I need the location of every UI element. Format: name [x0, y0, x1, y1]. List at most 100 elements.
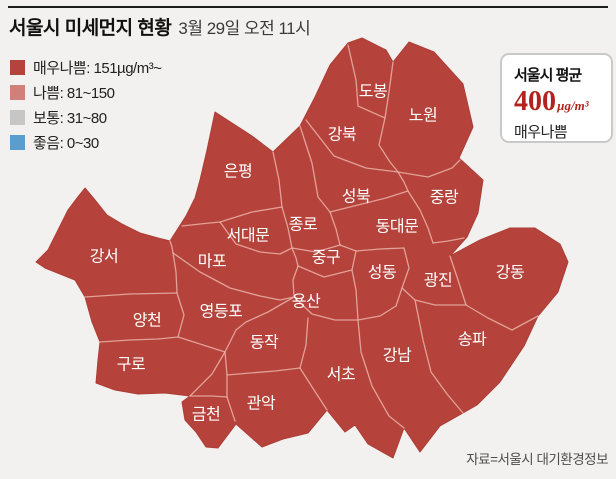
district-label-6: 중랑 — [430, 189, 459, 207]
district-border-line — [99, 336, 179, 343]
district-label-8: 동대문 — [376, 218, 419, 236]
legend-item: 매우나쁨: 151µg/m³~ — [10, 55, 162, 80]
district-border-line — [224, 351, 228, 398]
district-border-line — [189, 395, 228, 398]
district-label-10: 마포 — [198, 253, 226, 271]
average-value-unit: µg/m³ — [557, 98, 589, 113]
legend-swatch — [10, 135, 25, 150]
district-border-line — [347, 44, 386, 119]
district-border-line — [378, 117, 399, 173]
legend-item: 보통: 31~80 — [10, 105, 161, 130]
district-label-13: 광진 — [424, 272, 452, 290]
district-border-line — [329, 211, 341, 246]
district-label-2: 노원 — [409, 107, 437, 125]
district-border-line — [407, 190, 434, 244]
district-border-line — [401, 287, 467, 306]
district-border-line — [177, 336, 226, 353]
district-borders — [84, 44, 539, 429]
district-border-line — [299, 317, 309, 369]
average-value: 400 — [514, 86, 556, 117]
district-border-line — [219, 221, 293, 255]
district-label-14: 강동 — [496, 264, 524, 282]
district-label-12: 성동 — [368, 264, 396, 282]
district-label-9: 서대문 — [227, 227, 270, 245]
district-border-line — [351, 269, 359, 321]
district-border-line — [224, 296, 295, 353]
district-border-line — [329, 190, 409, 213]
district-border-line — [305, 119, 399, 173]
district-label-15: 강서 — [90, 248, 118, 266]
district-border-line — [397, 171, 409, 192]
district-border-line — [401, 247, 410, 289]
district-border-line — [181, 221, 221, 227]
average-box-title: 서울시 평균 — [514, 67, 582, 84]
district-border-line — [281, 206, 293, 249]
district-border-line — [357, 287, 403, 321]
top-rule — [8, 6, 608, 8]
district-border-line — [172, 252, 295, 301]
average-value-row: 400µg/m³ — [514, 88, 605, 116]
source-credit: 자료=서울시 대기환경정보 — [466, 452, 608, 467]
district-label-19: 구로 — [117, 357, 145, 374]
district-border-line — [339, 244, 357, 252]
district-label-5: 성북 — [342, 188, 370, 206]
district-border-line — [189, 351, 226, 397]
district-border-line — [355, 247, 405, 252]
legend-item-label: 좋음: 0~30 — [33, 135, 99, 152]
district-label-11: 중구 — [312, 250, 340, 267]
average-box: 서울시 평균 400µg/m³ 매우나쁨 — [500, 53, 613, 143]
district-border-line — [299, 125, 331, 213]
legend-swatch — [10, 85, 25, 100]
legend-item-label: 나쁨: 81~150 — [33, 85, 115, 102]
district-label-18: 용산 — [292, 293, 321, 311]
legend-item: 좋음: 0~30 — [10, 130, 161, 155]
district-border-line — [291, 247, 299, 267]
district-label-21: 서초 — [327, 366, 355, 384]
legend-item-label: 보통: 31~80 — [33, 110, 107, 127]
average-status-label: 매우나쁨 — [514, 124, 568, 141]
district-label-7: 종로 — [289, 217, 317, 234]
district-border-line — [297, 265, 353, 278]
district-label-3: 강북 — [328, 126, 356, 144]
legend-swatch — [10, 60, 25, 75]
district-label-25: 관악 — [247, 395, 276, 413]
district-border-line — [219, 206, 283, 223]
district-border-line — [169, 240, 174, 254]
district-border-line — [84, 292, 178, 298]
header-datetime: 3월 29일 오전 11시 — [178, 19, 311, 38]
legend: 매우나쁨: 151µg/m³~ 나쁨: 81~150 보통: 31~80 좋음: 0~… — [10, 55, 162, 155]
district-border-line — [397, 159, 461, 178]
header: 서울시 미세먼지 현황 3월 29일 오전 11시 — [9, 13, 311, 40]
district-border-line — [226, 367, 301, 376]
district-border-line — [291, 244, 341, 253]
district-border-line — [449, 255, 467, 306]
page-title: 서울시 미세먼지 현황 — [9, 18, 172, 39]
district-border-line — [272, 151, 283, 208]
district-border-line — [357, 319, 405, 429]
district-label-23: 송파 — [458, 331, 487, 349]
legend-item-label: 매우나쁨: 151µg/m³~ — [33, 60, 162, 77]
district-border-line — [384, 61, 394, 119]
district-border-line — [414, 299, 464, 414]
district-label-22: 강남 — [383, 347, 412, 365]
district-label-16: 양천 — [133, 312, 161, 330]
district-border-line — [172, 252, 178, 294]
district-border-line — [293, 296, 359, 321]
district-border-line — [226, 396, 236, 422]
district-border-line — [299, 367, 328, 411]
legend-item: 나쁨: 81~150 — [10, 80, 161, 105]
district-label-20: 동작 — [250, 334, 279, 352]
district-label-1: 도봉 — [359, 84, 387, 101]
district-border-line — [176, 292, 185, 338]
district-label-24: 금천 — [192, 406, 220, 424]
district-label-4: 은평 — [224, 163, 252, 181]
district-border-line — [351, 250, 357, 271]
district-border-line — [432, 237, 465, 244]
district-border-line — [292, 265, 299, 298]
seoul-silhouette — [35, 37, 569, 459]
district-border-line — [465, 304, 539, 331]
district-label-17: 영등포 — [200, 303, 243, 321]
